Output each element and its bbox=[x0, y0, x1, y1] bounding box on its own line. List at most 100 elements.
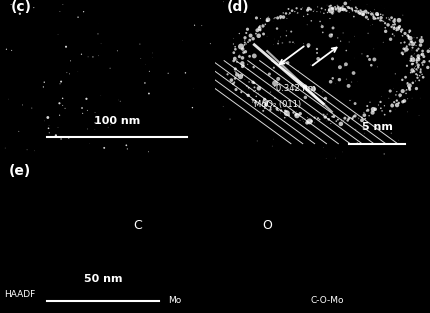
Point bbox=[408, 95, 415, 100]
Point bbox=[24, 147, 31, 152]
Point bbox=[280, 15, 286, 20]
Point bbox=[402, 63, 409, 68]
Point bbox=[278, 101, 285, 106]
Point bbox=[328, 6, 335, 11]
Point bbox=[240, 50, 246, 55]
Point bbox=[409, 55, 416, 60]
Point bbox=[316, 117, 322, 122]
Point bbox=[348, 116, 355, 121]
Point bbox=[242, 41, 249, 46]
Point bbox=[412, 43, 418, 48]
Point bbox=[405, 35, 412, 40]
Point bbox=[406, 40, 413, 45]
Point bbox=[304, 12, 310, 17]
Point bbox=[78, 52, 85, 57]
Point bbox=[359, 8, 366, 13]
Point bbox=[259, 99, 266, 104]
Point bbox=[378, 108, 384, 113]
Point bbox=[395, 25, 402, 30]
Point bbox=[404, 34, 411, 39]
Point bbox=[97, 93, 104, 98]
Point bbox=[341, 116, 347, 121]
Point bbox=[123, 143, 129, 148]
Point bbox=[342, 77, 349, 82]
Point bbox=[244, 95, 251, 100]
Point bbox=[304, 43, 311, 48]
Point bbox=[377, 15, 384, 20]
Point bbox=[117, 99, 123, 104]
Point bbox=[286, 11, 293, 16]
Point bbox=[15, 129, 22, 134]
Point bbox=[399, 99, 405, 104]
Point bbox=[305, 119, 312, 124]
Point bbox=[276, 16, 283, 21]
Point bbox=[354, 115, 361, 120]
Point bbox=[3, 47, 10, 52]
Point bbox=[45, 126, 52, 131]
Point bbox=[84, 54, 91, 59]
Point bbox=[314, 56, 321, 61]
Point bbox=[405, 30, 412, 35]
Point bbox=[404, 34, 411, 39]
Point bbox=[62, 44, 69, 49]
Point bbox=[417, 52, 424, 57]
Point bbox=[219, 75, 226, 80]
Point bbox=[373, 12, 380, 17]
Point bbox=[252, 31, 259, 36]
Point bbox=[412, 72, 419, 77]
Point bbox=[95, 53, 101, 58]
Point bbox=[292, 109, 299, 114]
Text: 5 nm: 5 nm bbox=[361, 122, 392, 132]
Point bbox=[241, 40, 248, 45]
Point bbox=[413, 68, 420, 73]
Point bbox=[379, 40, 386, 45]
Point bbox=[401, 75, 408, 80]
Point bbox=[250, 65, 257, 70]
Point bbox=[322, 119, 329, 124]
Point bbox=[343, 4, 350, 9]
Point bbox=[389, 86, 396, 91]
Point bbox=[314, 116, 321, 121]
Point bbox=[313, 47, 319, 52]
Point bbox=[283, 60, 290, 65]
Point bbox=[317, 6, 324, 11]
Point bbox=[244, 67, 251, 72]
Point bbox=[281, 115, 288, 120]
Point bbox=[387, 131, 394, 136]
Point bbox=[313, 9, 319, 14]
Point bbox=[395, 18, 402, 23]
Point bbox=[237, 10, 243, 15]
Text: (e): (e) bbox=[9, 164, 31, 178]
Point bbox=[384, 22, 390, 27]
Point bbox=[358, 118, 365, 123]
Point bbox=[323, 112, 330, 117]
Point bbox=[350, 8, 357, 13]
Point bbox=[351, 101, 358, 106]
Point bbox=[374, 102, 381, 107]
Point bbox=[353, 140, 360, 145]
Point bbox=[389, 22, 396, 27]
Text: 0.342 nm: 0.342 nm bbox=[275, 84, 315, 93]
Point bbox=[322, 156, 329, 161]
Point bbox=[390, 33, 397, 38]
Point bbox=[94, 31, 101, 36]
Point bbox=[332, 7, 339, 12]
Point bbox=[398, 29, 405, 34]
Point bbox=[387, 101, 394, 106]
Point bbox=[328, 32, 335, 37]
Point bbox=[271, 15, 278, 20]
Point bbox=[220, 0, 227, 4]
Point bbox=[270, 84, 277, 89]
Point bbox=[332, 156, 338, 161]
Point bbox=[257, 16, 264, 21]
Point bbox=[339, 7, 346, 12]
Point bbox=[327, 121, 334, 126]
Point bbox=[293, 140, 300, 145]
Point bbox=[405, 87, 412, 92]
Point bbox=[304, 6, 311, 11]
Point bbox=[317, 22, 324, 27]
Point bbox=[40, 85, 47, 90]
Point bbox=[408, 39, 415, 44]
Point bbox=[80, 9, 87, 14]
Point bbox=[261, 105, 268, 110]
